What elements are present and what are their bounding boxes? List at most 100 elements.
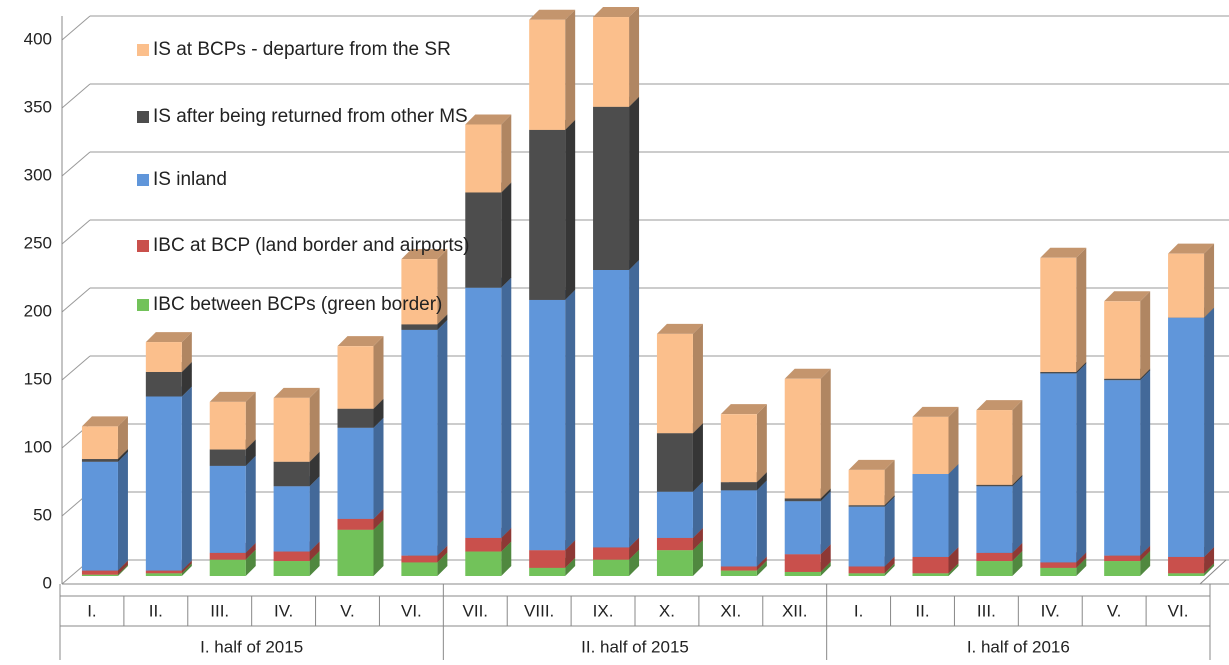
group-label: II. half of 2015 bbox=[581, 637, 689, 656]
x-tick-label: III. bbox=[977, 601, 996, 620]
y-tick-label: 200 bbox=[24, 301, 52, 320]
bar-side bbox=[309, 476, 320, 552]
bar-segment bbox=[401, 319, 448, 556]
legend-label: IS at BCPs - departure from the SR bbox=[153, 39, 451, 60]
bar-top bbox=[337, 336, 384, 347]
bar-front bbox=[976, 410, 1013, 485]
bar-front bbox=[1040, 567, 1077, 576]
bar-side bbox=[948, 464, 959, 557]
bar-front bbox=[593, 559, 630, 576]
bar-segment bbox=[1104, 291, 1151, 379]
bar-front bbox=[784, 554, 821, 572]
bar-side bbox=[309, 451, 320, 487]
bar-front bbox=[209, 465, 246, 553]
y-tick-label: 0 bbox=[43, 573, 52, 592]
grid-line bbox=[61, 151, 91, 177]
bar-segment bbox=[81, 416, 128, 460]
bar-top bbox=[465, 114, 512, 125]
bar-side bbox=[692, 527, 703, 551]
bar-side bbox=[756, 480, 767, 567]
bar-side bbox=[820, 488, 831, 502]
bar-segment bbox=[1168, 243, 1215, 318]
bar-front bbox=[1168, 556, 1205, 574]
bar-top bbox=[1040, 247, 1087, 258]
bar-front bbox=[593, 547, 630, 560]
legend-swatch bbox=[137, 240, 149, 252]
bar-side bbox=[756, 560, 767, 576]
bar-side bbox=[181, 386, 192, 571]
bar-front bbox=[209, 552, 246, 560]
bar-front bbox=[1168, 253, 1205, 318]
x-tick-label: XII. bbox=[782, 601, 808, 620]
bar-side bbox=[629, 7, 640, 107]
bar-front bbox=[81, 574, 118, 576]
bar-segment bbox=[273, 476, 320, 552]
grid-line bbox=[61, 219, 91, 245]
bar-front bbox=[593, 270, 630, 548]
bar-segment bbox=[656, 423, 703, 492]
bar-front bbox=[81, 570, 118, 575]
bar-front bbox=[145, 372, 182, 397]
bar-top bbox=[720, 404, 767, 415]
group-label: I. half of 2015 bbox=[200, 637, 303, 656]
bar-top bbox=[593, 7, 640, 18]
bar-front bbox=[401, 555, 438, 563]
bar-side bbox=[629, 549, 640, 576]
bar-front bbox=[81, 461, 118, 571]
bar-front bbox=[1168, 573, 1205, 576]
bar-side bbox=[501, 182, 512, 288]
bar-side bbox=[1012, 551, 1023, 576]
bar-front bbox=[656, 537, 693, 551]
x-tick-label: VIII. bbox=[524, 601, 554, 620]
bar-side bbox=[1076, 557, 1087, 576]
bar-side bbox=[1140, 551, 1151, 576]
bar-front bbox=[784, 501, 821, 555]
bar-side bbox=[245, 455, 256, 553]
bar-segment bbox=[912, 464, 959, 557]
bar-segment bbox=[976, 476, 1023, 553]
bar-segment bbox=[848, 459, 895, 506]
x-tick-label: II. bbox=[915, 601, 929, 620]
bar-segment bbox=[976, 400, 1023, 485]
bar-side bbox=[501, 541, 512, 576]
bar-segment bbox=[912, 406, 959, 474]
bar-segment bbox=[656, 540, 703, 576]
bar-side bbox=[437, 249, 448, 325]
bar-segment bbox=[1040, 363, 1087, 563]
bar-side bbox=[117, 449, 128, 462]
bar-front bbox=[529, 129, 566, 300]
bar-front bbox=[912, 573, 949, 576]
bar-front bbox=[976, 484, 1013, 487]
bar-side bbox=[181, 362, 192, 397]
bar-side bbox=[1140, 291, 1151, 379]
x-tick-label: VI. bbox=[401, 601, 422, 620]
bar-segment bbox=[720, 480, 767, 567]
bar-segment bbox=[81, 451, 128, 571]
bar-side bbox=[437, 314, 448, 330]
bar-side bbox=[245, 439, 256, 466]
bar-side bbox=[692, 423, 703, 492]
bar-front bbox=[273, 397, 310, 462]
bar-side bbox=[437, 552, 448, 576]
bar-front bbox=[720, 482, 757, 491]
y-tick-label: 150 bbox=[24, 369, 52, 388]
bar-top bbox=[784, 368, 831, 379]
bar-top bbox=[529, 9, 576, 20]
bar-side bbox=[629, 96, 640, 270]
bar-front bbox=[529, 19, 566, 130]
bar-segment bbox=[593, 260, 640, 548]
bar-front bbox=[1104, 301, 1141, 379]
x-tick-label: VI. bbox=[1168, 601, 1189, 620]
bar-side bbox=[117, 564, 128, 576]
grid-line bbox=[61, 15, 91, 41]
x-tick-label: V. bbox=[340, 601, 355, 620]
bar-side bbox=[1076, 363, 1087, 563]
x-tick-label: I. bbox=[87, 601, 96, 620]
legend-label: IS inland bbox=[153, 169, 227, 190]
bar-front bbox=[465, 287, 502, 538]
bar-side bbox=[884, 496, 895, 567]
bar-side bbox=[437, 545, 448, 563]
bar-side bbox=[1204, 307, 1215, 557]
bar-segment bbox=[593, 96, 640, 270]
bar-side bbox=[117, 560, 128, 575]
